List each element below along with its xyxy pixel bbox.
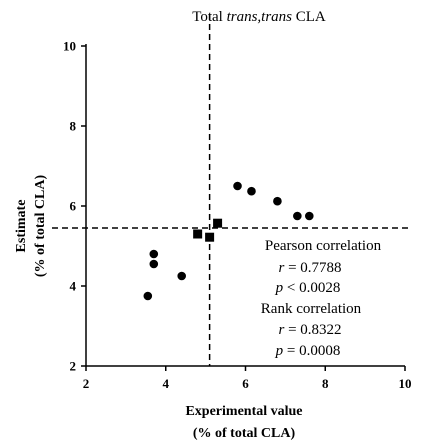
data-points xyxy=(143,181,314,301)
pearson-label: Pearson correlation xyxy=(265,238,382,254)
data-point-circle xyxy=(177,271,186,281)
y-axis-label-line2: (% of total CLA) xyxy=(33,175,48,278)
x-axis-label-line1: Experimental value xyxy=(185,404,302,419)
x-tick-label: 6 xyxy=(242,376,249,391)
data-point-circle xyxy=(149,249,159,259)
axis-ticks: 2 4 6 8 10 2 4 6 8 10 xyxy=(63,39,412,392)
data-point-square xyxy=(193,229,203,239)
x-tick-label: 2 xyxy=(83,376,90,391)
rank-r: r = 0.8322 xyxy=(278,322,341,338)
data-point-circle xyxy=(273,196,282,206)
data-point-circle xyxy=(233,181,242,191)
data-point-circle xyxy=(247,186,256,196)
data-point-circle xyxy=(293,211,302,221)
data-point-circle xyxy=(143,291,153,301)
reference-lines xyxy=(52,14,412,366)
x-tick-label: 10 xyxy=(399,376,412,391)
x-tick-label: 4 xyxy=(163,376,170,391)
stats-background xyxy=(245,232,403,362)
chart-title: Total trans,trans CLA xyxy=(192,9,326,25)
data-point-square xyxy=(205,232,215,242)
y-tick-label: 2 xyxy=(70,359,77,374)
data-point-circle xyxy=(149,259,159,269)
y-tick-label: 4 xyxy=(70,279,77,294)
pearson-p: p < 0.0028 xyxy=(275,280,341,296)
correlation-stats: Pearson correlation r = 0.7788 p < 0.002… xyxy=(245,232,403,362)
y-axis-label-line1: Estimate xyxy=(14,200,29,253)
x-axis-label-line2: (% of total CLA) xyxy=(193,426,296,441)
rank-label: Rank correlation xyxy=(261,301,362,317)
rank-p: p = 0.0008 xyxy=(275,343,341,359)
x-tick-label: 8 xyxy=(322,376,329,391)
data-point-square xyxy=(213,218,223,228)
y-tick-label: 6 xyxy=(70,199,77,214)
y-tick-label: 10 xyxy=(63,39,76,54)
data-point-circle xyxy=(305,211,314,221)
pearson-r: r = 0.7788 xyxy=(278,260,341,276)
y-tick-label: 8 xyxy=(70,119,77,134)
